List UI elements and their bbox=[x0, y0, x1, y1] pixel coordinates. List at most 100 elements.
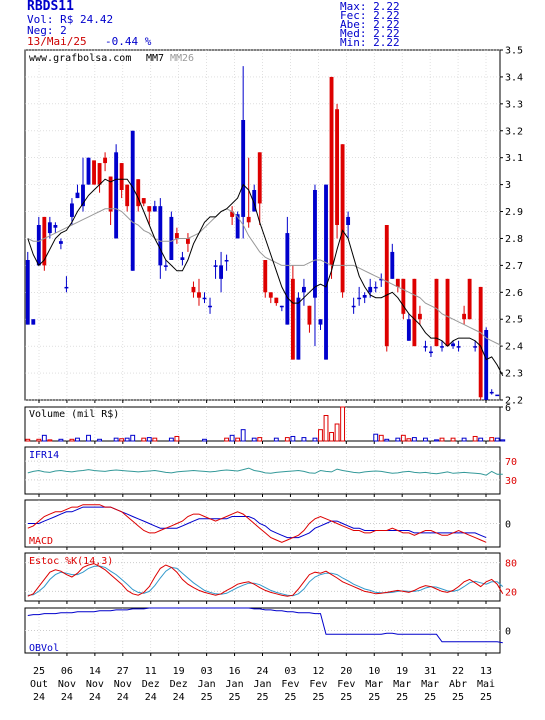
ifr-y-tick-label: 30 bbox=[505, 476, 517, 487]
volume-bar bbox=[257, 437, 263, 442]
volume-bar bbox=[168, 437, 174, 442]
x-tick-year: 25 bbox=[452, 692, 464, 703]
candle-body bbox=[313, 190, 317, 298]
candle-body bbox=[478, 286, 483, 398]
candle-body bbox=[390, 251, 395, 279]
volume-bar bbox=[75, 437, 80, 442]
volume-bar bbox=[312, 437, 318, 442]
candle-body bbox=[125, 184, 130, 207]
candle-body bbox=[81, 184, 85, 207]
volume-bar bbox=[478, 437, 484, 442]
volume-bar bbox=[500, 439, 506, 442]
candle-body bbox=[130, 130, 135, 271]
stat-avg-value: 2.22 bbox=[373, 27, 400, 40]
x-tick-month: Mar bbox=[365, 679, 383, 690]
volume-bar bbox=[373, 433, 379, 442]
candle-body bbox=[119, 163, 124, 190]
x-tick-day: 10 bbox=[368, 666, 380, 677]
stat-max: Max: 2.22 bbox=[340, 0, 400, 13]
volume-bar bbox=[461, 437, 467, 442]
price-y-tick-label: 3.2 bbox=[505, 126, 523, 137]
volume-bar bbox=[334, 423, 340, 442]
candle-body bbox=[147, 206, 152, 212]
price-y-tick-label: 3.1 bbox=[505, 153, 523, 164]
x-tick-month: Dez bbox=[142, 679, 160, 690]
candle-body bbox=[114, 152, 119, 239]
source-label: www.grafbolsa.com bbox=[29, 53, 131, 64]
volume-bar bbox=[450, 437, 456, 442]
stock-symbol: RBDS11 bbox=[27, 0, 74, 14]
ma7-line bbox=[27, 178, 504, 377]
price-y-tick-label: 2.8 bbox=[505, 234, 523, 245]
price-y-tick-label: 2.5 bbox=[505, 315, 523, 326]
candle-body bbox=[434, 278, 439, 347]
stat-avg-label: Med: bbox=[340, 27, 367, 40]
candle-body bbox=[97, 163, 102, 185]
candle-body bbox=[257, 152, 262, 204]
stat-min-value: 2.22 bbox=[373, 36, 400, 49]
candle-body bbox=[202, 297, 207, 300]
candle-body bbox=[174, 233, 179, 239]
x-tick-month: Nov bbox=[86, 679, 104, 690]
volume-bar bbox=[152, 437, 158, 442]
x-tick-month: Fev bbox=[309, 679, 327, 690]
trades-readout: Neg: 2 bbox=[27, 24, 67, 37]
volume-bar bbox=[141, 437, 147, 442]
stat-open: Abe: 2.22 bbox=[340, 18, 400, 31]
candle-body bbox=[224, 260, 229, 262]
x-tick-day: 20 bbox=[340, 666, 352, 677]
x-tick-year: 25 bbox=[312, 692, 324, 703]
volume-bar bbox=[41, 434, 47, 442]
candle-body bbox=[456, 346, 461, 348]
stoch-title: Estoc %K(14,3) bbox=[29, 556, 113, 567]
volume-bar bbox=[439, 437, 445, 442]
stat-min: Min: 2.22 bbox=[340, 36, 400, 49]
volume-bar bbox=[69, 438, 75, 442]
candle-body bbox=[31, 319, 36, 325]
stat-open-label: Abe: bbox=[340, 18, 367, 31]
volume-bar bbox=[384, 438, 390, 442]
volume-bar bbox=[113, 437, 119, 442]
x-tick-day: 03 bbox=[284, 666, 296, 677]
candle-body bbox=[318, 319, 323, 325]
volume-bar bbox=[378, 434, 384, 442]
stat-max-label: Max: bbox=[340, 0, 367, 13]
x-tick-day: 24 bbox=[256, 666, 268, 677]
x-tick-year: 25 bbox=[368, 692, 380, 703]
price-y-tick-label: 3 bbox=[505, 180, 511, 191]
volume-bar bbox=[273, 437, 279, 442]
x-tick-month: Jan bbox=[226, 679, 244, 690]
volume-bar bbox=[323, 415, 329, 442]
volume-bar bbox=[146, 437, 152, 442]
candle-body bbox=[296, 297, 301, 360]
candle-body bbox=[103, 157, 108, 164]
x-tick-month: Mai bbox=[477, 679, 495, 690]
x-tick-day: 31 bbox=[424, 666, 436, 677]
stat-max-value: 2.22 bbox=[373, 0, 400, 13]
candle-body bbox=[252, 190, 257, 212]
ifr-y-tick-label: 70 bbox=[505, 457, 517, 468]
x-tick-year: 24 bbox=[117, 692, 129, 703]
x-tick-month: Jan bbox=[253, 679, 271, 690]
stat-close-label: Fec: bbox=[340, 9, 367, 22]
stoch-y-tick-label: 80 bbox=[505, 559, 517, 570]
candle-body bbox=[180, 257, 185, 260]
candle-body bbox=[208, 305, 212, 308]
x-tick-day: 19 bbox=[173, 666, 185, 677]
volume-readout: Vol: R$ 24.42 bbox=[27, 13, 114, 26]
x-tick-year: 25 bbox=[424, 692, 436, 703]
x-tick-month: Mar bbox=[421, 679, 439, 690]
volume-y-tick-label: 6 bbox=[505, 403, 511, 414]
volume-bar bbox=[86, 434, 91, 442]
candle-body bbox=[351, 305, 356, 308]
x-tick-month: Jan bbox=[198, 679, 216, 690]
stat-avg: Med: 2.22 bbox=[340, 27, 400, 40]
candle-body bbox=[268, 292, 273, 298]
stat-open-value: 2.22 bbox=[373, 18, 400, 31]
x-tick-day: 14 bbox=[89, 666, 101, 677]
candle-body bbox=[64, 286, 69, 289]
price-y-tick-label: 2.3 bbox=[505, 369, 523, 380]
candle-body bbox=[406, 319, 411, 341]
candle-body bbox=[495, 394, 500, 397]
price-change: -0.44 % bbox=[105, 35, 152, 48]
